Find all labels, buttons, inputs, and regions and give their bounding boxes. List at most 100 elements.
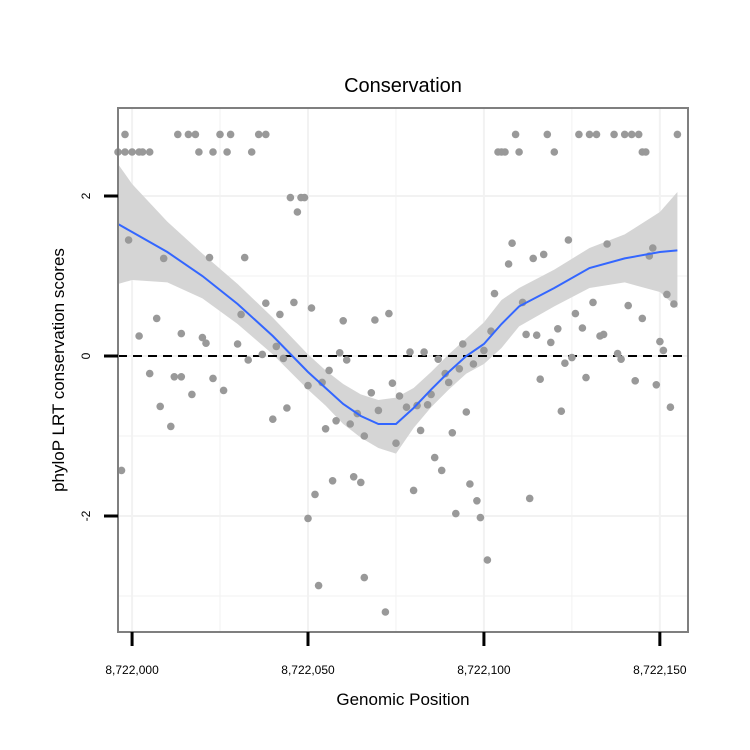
data-point [254,130,263,139]
data-point [627,130,636,139]
x-tick-label: 8,722,000 [105,663,159,677]
data-point [441,369,450,378]
data-point [525,494,534,503]
data-point [473,497,481,505]
data-point [571,309,580,318]
x-tick-label: 8,722,050 [281,663,335,677]
data-point [395,392,404,400]
data-point [177,329,186,338]
y-axis-label: phyloP LRT conservation scores [49,248,68,492]
data-point [673,130,682,139]
data-point [617,355,625,364]
data-point [360,432,369,440]
data-point [659,346,668,355]
data-point [652,381,661,389]
data-point [638,314,647,323]
data-point [325,366,333,375]
data-point [371,316,379,324]
data-point [539,250,548,259]
data-point [603,240,611,248]
data-point [321,425,330,433]
data-point [423,401,432,409]
data-point [335,349,344,357]
data-point [202,339,210,348]
data-point [276,310,284,319]
data-point [634,130,643,139]
data-point [226,130,235,139]
data-point [670,300,678,308]
data-point [262,130,270,139]
data-point [244,356,252,364]
data-point [582,373,590,382]
panel-border [117,107,689,633]
data-point [233,340,242,348]
data-point [462,408,471,416]
data-point [209,374,217,383]
data-point [656,337,664,346]
data-point [357,478,365,487]
data-point [649,244,657,252]
data-point [145,148,154,156]
data-point [135,332,143,340]
data-point [128,148,136,156]
data-point [452,509,460,518]
data-point [307,304,316,312]
data-point [599,330,608,339]
data-point [156,402,164,411]
data-point [547,338,555,347]
data-point [448,429,457,437]
data-point [328,477,337,485]
data-point [339,317,348,325]
data-point [262,299,270,308]
data-point [568,353,576,362]
data-point [466,480,474,488]
data-point [430,453,439,462]
data-point [444,378,453,387]
data-point [620,130,629,139]
data-point [342,356,351,364]
data-point [557,407,566,416]
data-point [219,386,228,395]
data-point [550,148,559,156]
data-point [490,289,499,298]
data-point [624,301,632,310]
data-point [174,130,182,139]
data-point [121,148,129,156]
data-point [666,403,675,412]
data-point [152,314,161,323]
x-tick-label: 8,722,150 [633,663,687,677]
data-point [589,298,597,307]
data-point [631,377,639,385]
x-tick-label: 8,722,100 [457,663,511,677]
data-point [240,253,249,262]
data-point [279,354,288,363]
x-axis-label: Genomic Position [336,690,469,709]
data-point [209,148,217,156]
y-tick-label: 0 [79,352,93,359]
chart-title: Conservation [344,75,462,97]
data-point [124,236,133,244]
data-point [381,608,390,616]
smooth-line [117,223,678,425]
data-point [642,148,650,156]
data-point [360,573,369,582]
data-point [564,236,573,244]
data-point [469,360,478,368]
data-point [610,130,618,139]
data-point [561,359,569,368]
data-point [195,148,203,156]
data-point [392,439,400,448]
data-point [585,130,594,139]
data-point [300,193,309,202]
data-points [114,130,682,616]
data-point [311,490,319,499]
data-point [346,420,355,428]
data-point [536,375,544,384]
data-point [314,581,323,590]
data-point [522,330,530,339]
data-point [159,254,168,263]
data-point [663,290,671,299]
data-point [138,148,147,156]
y-axis: -2 0 2 [79,192,118,521]
